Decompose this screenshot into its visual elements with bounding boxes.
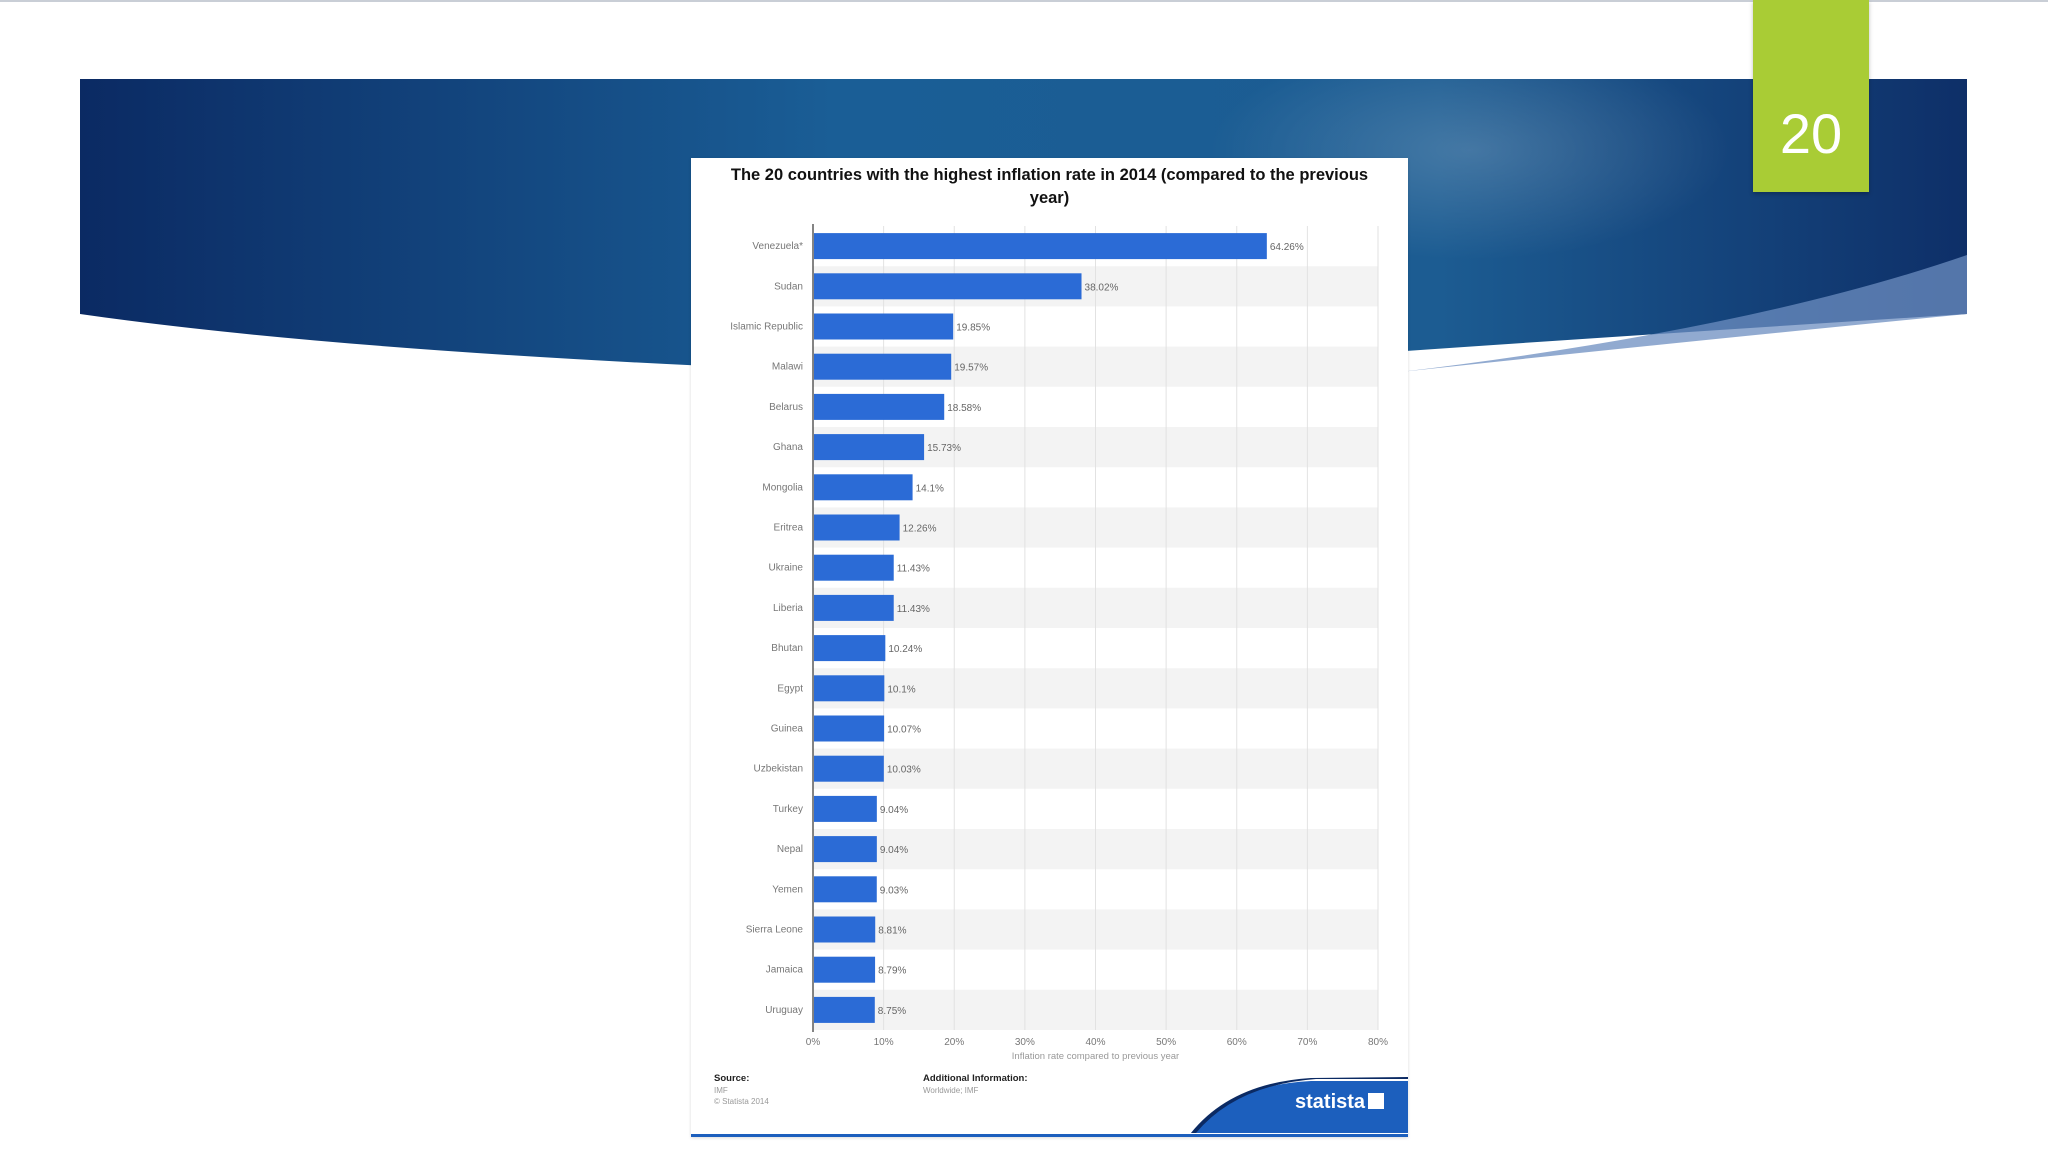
bar [814,313,954,340]
brand-swoosh [1191,1077,1408,1133]
x-tick-label: 0% [806,1037,821,1048]
bar [814,393,945,420]
data-label: 12.26% [903,524,937,535]
statista-logo[interactable]: statista [1295,1091,1366,1113]
x-tick-label: 80% [1368,1037,1388,1048]
additional-info-detail: Worldwide; IMF [923,1086,979,1095]
data-label: 14.1% [916,483,944,494]
category-label: Nepal [777,844,803,855]
x-axis-title: Inflation rate compared to previous year [1012,1051,1179,1062]
category-label: Egypt [777,683,803,694]
category-label: Jamaica [766,965,804,976]
bar [814,916,876,943]
bar [814,353,952,380]
bar [814,996,875,1023]
chart-bottom-line [691,1134,1408,1137]
page-number-badge: 20 [1753,0,1869,192]
bar [814,273,1082,300]
copyright-text: © Statista 2014 [714,1097,769,1106]
category-label: Eritrea [774,523,804,534]
data-label: 9.04% [880,845,908,856]
data-label: 10.24% [888,644,922,655]
chart-title: The 20 countries with the highest inflat… [730,166,1369,207]
bar [814,836,877,863]
category-label: Guinea [771,724,804,735]
bar [814,876,877,903]
source-heading: Source: [714,1073,750,1084]
source-name[interactable]: IMF [714,1086,728,1095]
data-label: 8.75% [878,1006,906,1017]
x-tick-label: 50% [1156,1037,1176,1048]
category-label: Ghana [773,442,803,453]
data-label: 8.79% [878,966,906,977]
category-label: Malawi [772,362,803,373]
x-tick-label: 30% [1015,1037,1035,1048]
x-tick-label: 70% [1297,1037,1317,1048]
bar [814,675,885,702]
category-label: Sudan [774,281,803,292]
bar-chart: 64.26% Venezuela* 38.02% Sudan 19.85% Islamic… [730,224,1388,1062]
data-label: 9.03% [880,885,908,896]
x-tick-label: 40% [1085,1037,1105,1048]
bar [814,514,900,541]
data-label: 11.43% [897,604,930,615]
data-label: 11.43% [897,564,930,575]
data-label: 18.58% [947,403,981,414]
bar [814,233,1267,260]
category-label: Islamic Republic [730,322,803,333]
bar [814,715,885,742]
data-label: 10.07% [887,725,921,736]
category-label: Uzbekistan [754,764,803,775]
data-label: 15.73% [927,443,961,454]
chart-footer: Source: IMF © Statista 2014 Additional I… [691,1073,1408,1137]
x-tick-label: 20% [944,1037,964,1048]
data-label: 19.57% [954,363,988,374]
bar [814,434,925,461]
page-number: 20 [1779,102,1843,165]
category-label: Mongolia [762,482,803,493]
category-label: Turkey [773,804,803,815]
category-label: Liberia [773,603,803,614]
category-label: Uruguay [765,1005,803,1016]
statista-logo-icon [1368,1093,1384,1109]
data-label: 10.03% [887,765,921,776]
bar [814,956,876,983]
data-label: 10.1% [887,684,915,695]
category-label: Bhutan [771,643,803,654]
data-label: 64.26% [1270,242,1304,253]
category-label: Sierra Leone [746,925,804,936]
bar [814,755,884,782]
bar [814,594,894,621]
bar [814,795,877,822]
data-label: 8.81% [878,926,906,937]
bar [814,635,886,662]
x-tick-label: 60% [1227,1037,1247,1048]
slide-top-rule [0,0,2048,2]
data-label: 38.02% [1085,282,1119,293]
bar [814,554,894,581]
category-label: Yemen [772,884,803,895]
category-label: Belarus [769,402,803,413]
x-tick-label: 10% [874,1037,894,1048]
additional-info-heading: Additional Information: [923,1073,1028,1084]
category-label: Ukraine [769,563,804,574]
category-label: Venezuela* [752,241,803,252]
bar [814,474,913,501]
chart-card: The 20 countries with the highest inflat… [691,158,1408,1137]
data-label: 9.04% [880,805,908,816]
data-label: 19.85% [956,323,990,334]
